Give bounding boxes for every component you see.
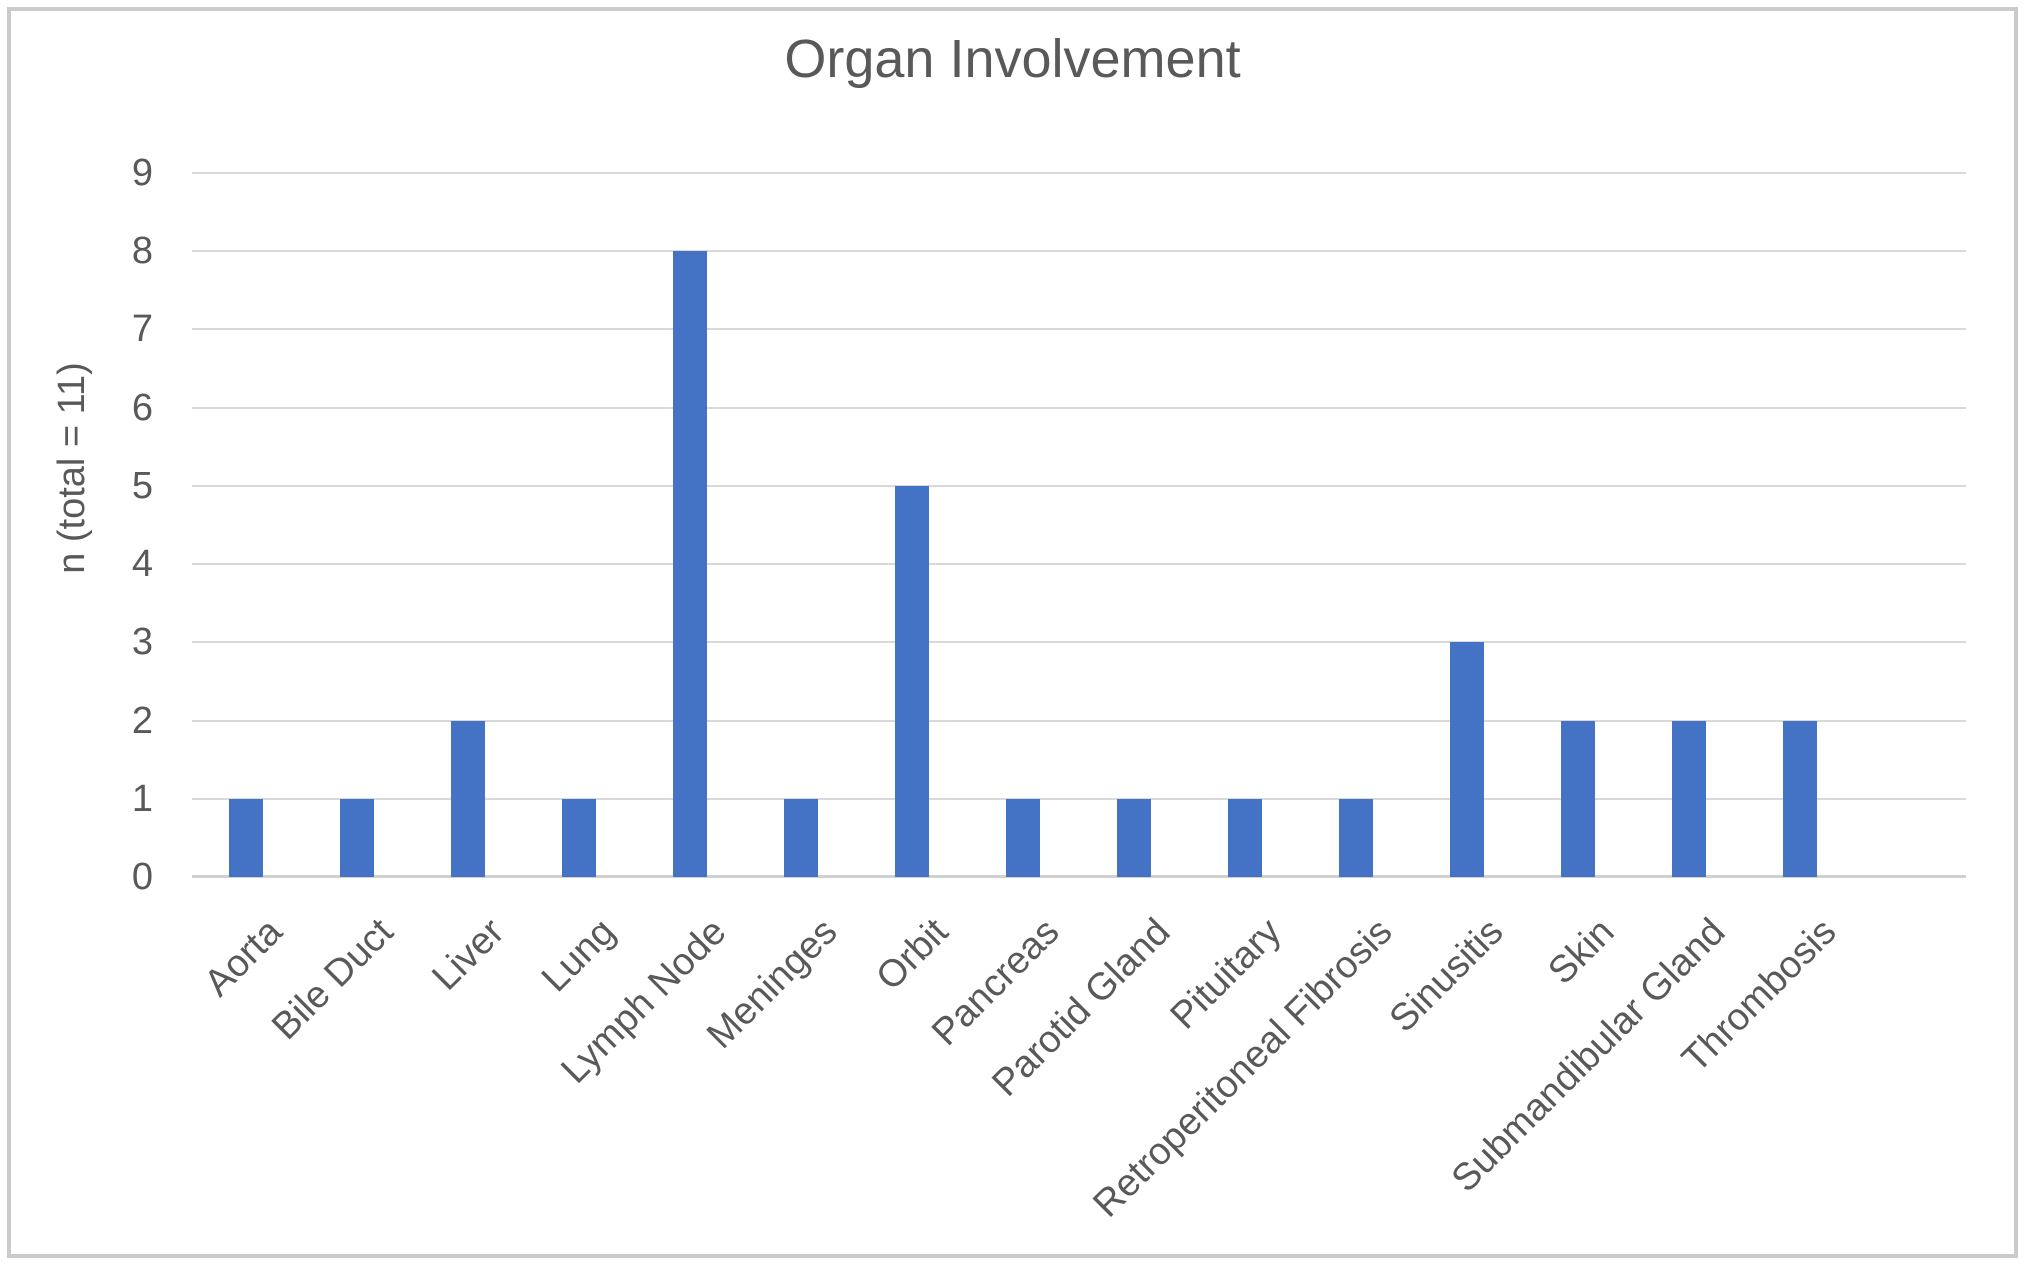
bar	[1672, 721, 1706, 877]
bar	[1006, 799, 1040, 877]
y-tick-label: 8	[131, 230, 153, 272]
bar	[451, 721, 485, 877]
y-tick-label: 6	[131, 387, 153, 429]
gridline	[192, 250, 1966, 252]
gridline	[192, 641, 1966, 643]
y-tick-label: 5	[131, 465, 153, 507]
y-tick-label: 3	[131, 621, 153, 663]
bar	[784, 799, 818, 877]
gridline	[192, 563, 1966, 565]
bar	[562, 799, 596, 877]
gridline	[192, 485, 1966, 487]
bar	[340, 799, 374, 877]
bar	[1228, 799, 1262, 877]
bar	[673, 251, 707, 877]
chart-frame	[7, 7, 2018, 1258]
bar	[1450, 642, 1484, 877]
y-tick-label: 7	[131, 308, 153, 350]
bar	[895, 486, 929, 877]
bar	[1117, 799, 1151, 877]
gridline	[192, 798, 1966, 800]
y-tick-label: 2	[131, 700, 153, 742]
bar	[1561, 721, 1595, 877]
x-axis-line	[192, 875, 1966, 878]
gridline	[192, 328, 1966, 330]
chart-title: Organ Involvement	[784, 29, 1241, 89]
gridline	[192, 720, 1966, 722]
plot-area	[192, 172, 1966, 878]
y-tick-label: 4	[131, 543, 153, 585]
bar	[229, 799, 263, 877]
y-tick-label: 1	[131, 778, 153, 820]
bar	[1339, 799, 1373, 877]
y-tick-label: 9	[131, 152, 153, 194]
bar	[1783, 721, 1817, 877]
gridline	[192, 172, 1966, 174]
y-tick-label: 0	[131, 856, 153, 898]
gridline	[192, 407, 1966, 409]
